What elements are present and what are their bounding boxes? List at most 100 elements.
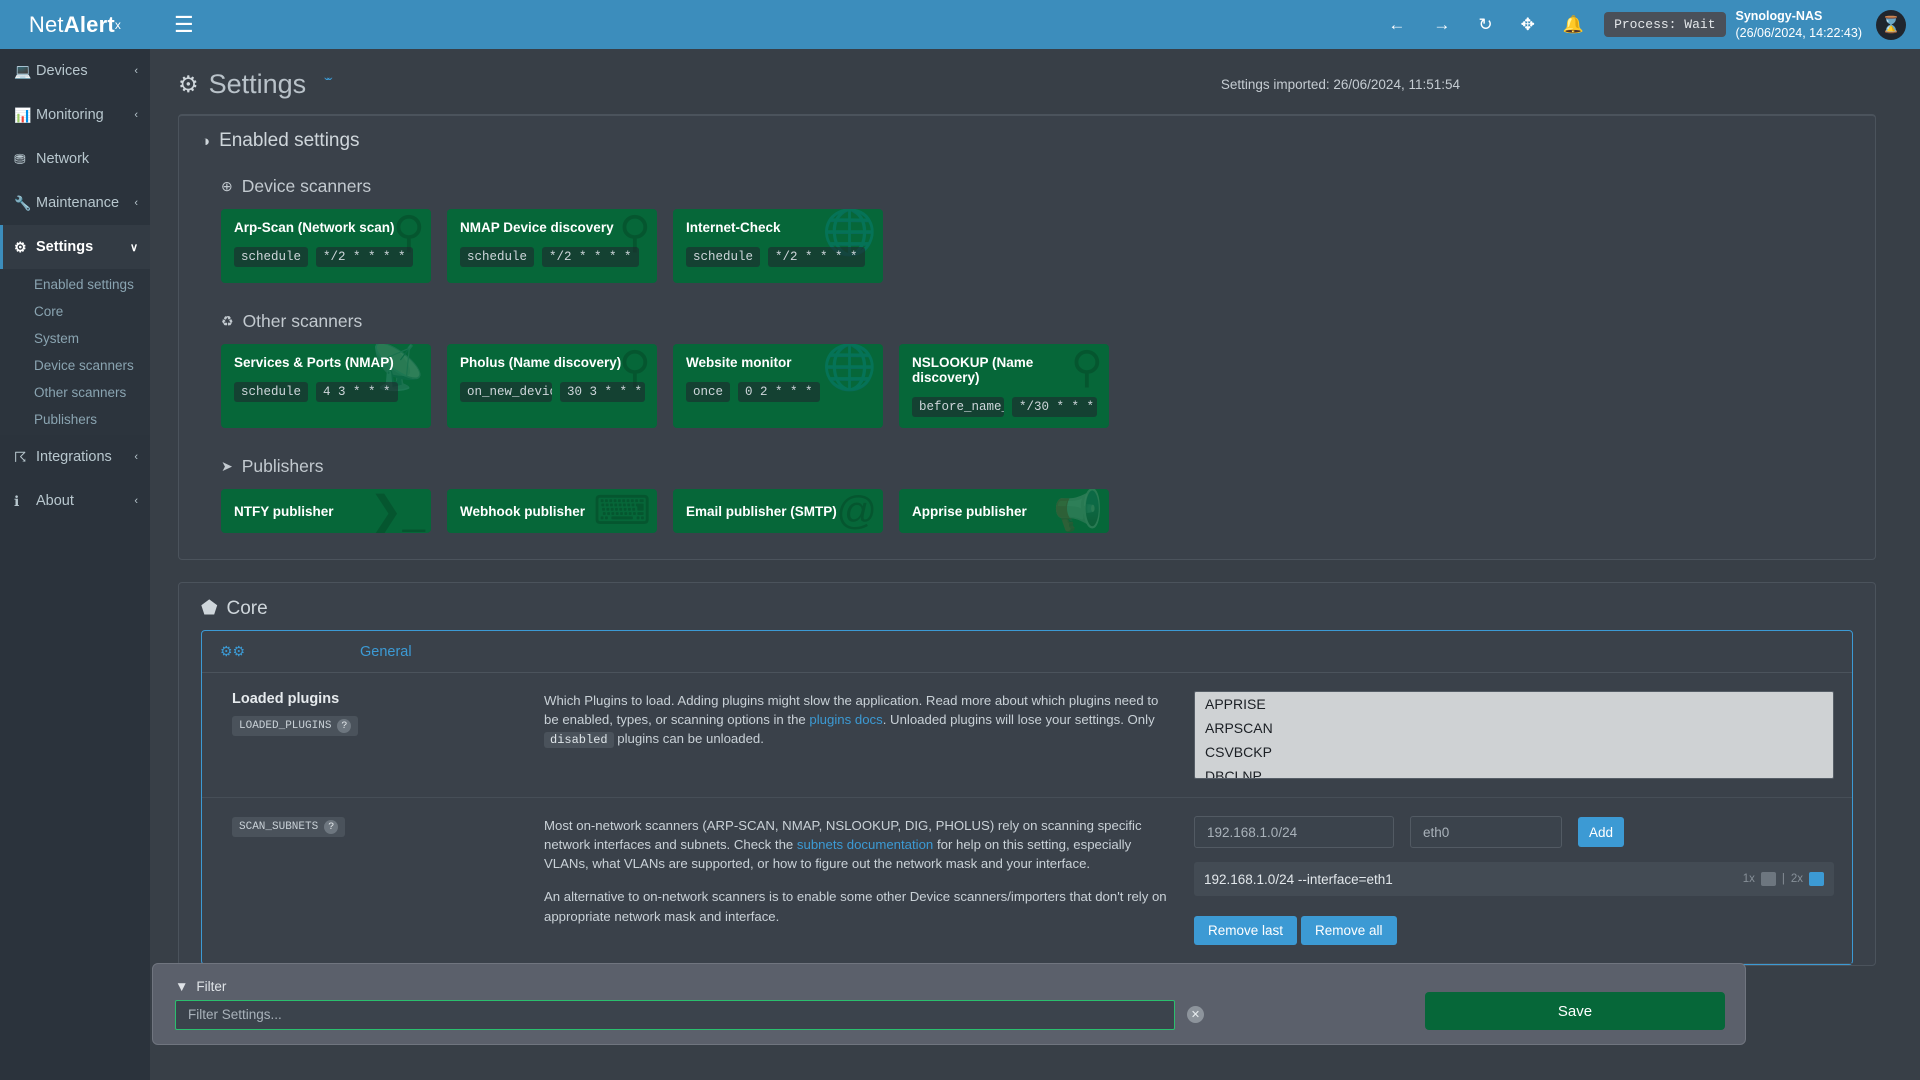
- app-logo[interactable]: Net Alert x: [0, 0, 150, 49]
- card-title: Internet-Check: [686, 220, 781, 235]
- card-badge-schedule: 4 3 * * *: [316, 382, 398, 402]
- subnet-input[interactable]: 192.168.1.0/24: [1194, 816, 1394, 848]
- card-apprise-publisher[interactable]: 📢 Apprise publisher: [899, 489, 1109, 533]
- process-status-badge: Process: Wait: [1604, 12, 1726, 37]
- gear-icon: ⚙: [14, 238, 27, 255]
- sidebar: 💻 Devices ‹ 📊 Monitoring ‹ ⛃ Network 🔧 M…: [0, 49, 150, 1080]
- card-badge-type: schedule: [460, 247, 535, 267]
- desc-part-a: Which Plugins to load. Adding plugins mi…: [544, 693, 1159, 728]
- setting-description: Which Plugins to load. Adding plugins mi…: [520, 691, 1194, 779]
- copy-1x-label: 1x: [1742, 873, 1755, 885]
- subnet-input-row: 192.168.1.0/24 eth0 Add: [1194, 816, 1834, 848]
- page-title: ⚙ Settings ˇˇ: [178, 69, 333, 100]
- back-icon[interactable]: ←: [1388, 15, 1406, 34]
- avatar[interactable]: ⌛: [1876, 9, 1906, 40]
- card-arp-scan[interactable]: ⚲ Arp-Scan (Network scan) schedule */2 *…: [221, 209, 431, 283]
- card-badge-type: schedule: [234, 382, 309, 402]
- header-actions: ← → ↻ ✥ 🔔 Process: Wait Synology-NAS (26…: [1374, 8, 1906, 42]
- sidebar-subitem-system[interactable]: System: [34, 331, 80, 346]
- add-button[interactable]: Add: [1578, 817, 1624, 847]
- card-email-publisher-smtp[interactable]: @ Email publisher (SMTP): [673, 489, 883, 533]
- setting-key-badge: SCAN_SUBNETS ?: [232, 817, 346, 837]
- core-tab-container: ⚙⚙ General Loaded plugins LOADED_PLUGINS…: [201, 630, 1853, 965]
- remove-all-button[interactable]: Remove all: [1301, 916, 1397, 945]
- device-scanner-cards: ⚲ Arp-Scan (Network scan) schedule */2 *…: [179, 203, 1875, 293]
- sidebar-item-monitoring[interactable]: 📊 Monitoring ‹: [0, 93, 150, 137]
- sidebar-toggle-icon[interactable]: ☰: [174, 11, 194, 37]
- subnets-docs-link[interactable]: subnets documentation: [796, 837, 934, 853]
- desc-part-b: for help on this setting, especially VLA…: [544, 837, 1132, 872]
- settings-imported-label: Settings imported: 26/06/2024, 11:51:54: [1220, 77, 1460, 92]
- at-sign-icon: @: [836, 489, 877, 533]
- sidebar-item-devices[interactable]: 💻 Devices ‹: [0, 49, 150, 93]
- sidebar-item-about[interactable]: ℹ About ‹: [0, 479, 150, 523]
- notifications-bell-icon[interactable]: 🔔: [1562, 15, 1585, 34]
- host-info: Synology-NAS (26/06/2024, 14:22:43): [1736, 8, 1877, 42]
- card-badge-type: once: [686, 382, 731, 402]
- setting-key-badge: LOADED_PLUGINS ?: [232, 716, 359, 736]
- setting-control: APPRISE ARPSCAN CSVBCKP DBCLNP: [1194, 691, 1834, 779]
- help-icon[interactable]: ?: [337, 719, 352, 733]
- card-ntfy-publisher[interactable]: ❯_ NTFY publisher: [221, 489, 431, 533]
- duplicate-icon[interactable]: [1809, 872, 1824, 886]
- sidebar-subitem-publishers[interactable]: Publishers: [34, 412, 98, 427]
- card-website-monitor[interactable]: 🌐 Website monitor once 0 2 * * *: [673, 344, 883, 428]
- card-nslookup-name-discovery[interactable]: ⚲ NSLOOKUP (Name discovery) before_name_…: [899, 344, 1109, 428]
- paper-plane-icon: ➤: [221, 458, 233, 474]
- loaded-plugins-listbox[interactable]: APPRISE ARPSCAN CSVBCKP DBCLNP: [1194, 691, 1834, 779]
- copy-2x-label: 2x: [1790, 873, 1803, 885]
- sidebar-item-settings[interactable]: ⚙ Settings ∨: [0, 225, 150, 269]
- refresh-icon[interactable]: ↻: [1478, 15, 1493, 34]
- list-item[interactable]: ARPSCAN: [1205, 720, 1273, 736]
- card-title: NTFY publisher: [234, 503, 334, 519]
- help-icon[interactable]: ?: [324, 820, 339, 834]
- subnet-list-item[interactable]: 192.168.1.0/24 --interface=eth1 1x | 2x: [1194, 862, 1834, 896]
- plugins-docs-link[interactable]: plugins docs: [809, 712, 883, 728]
- card-services-ports-nmap[interactable]: 📡 Services & Ports (NMAP) schedule 4 3 *…: [221, 344, 431, 428]
- header-bar: ☰ ← → ↻ ✥ 🔔 Process: Wait Synology-NAS (…: [150, 0, 1920, 49]
- card-badges: schedule 4 3 * * *: [234, 382, 419, 402]
- sidebar-item-network[interactable]: ⛃ Network: [0, 137, 150, 181]
- card-nmap-device-discovery[interactable]: ⚲ NMAP Device discovery schedule */2 * *…: [447, 209, 657, 283]
- section-label: Other scanners: [242, 311, 363, 331]
- sidebar-subitem-device-scanners[interactable]: Device scanners: [34, 358, 134, 373]
- save-button[interactable]: Save: [1425, 992, 1725, 1030]
- card-webhook-publisher[interactable]: ⌨ Webhook publisher: [447, 489, 657, 533]
- sidebar-item-maintenance[interactable]: 🔧 Maintenance ‹: [0, 181, 150, 225]
- desc-part-a: Most on-network scanners (ARP-SCAN, NMAP…: [544, 818, 1142, 853]
- card-internet-check[interactable]: 🌐 Internet-Check schedule */2 * * * *: [673, 209, 883, 283]
- sidebar-item-integrations[interactable]: ☈ Integrations ‹: [0, 435, 150, 479]
- move-icon[interactable]: ✥: [1520, 15, 1535, 34]
- sidebar-item-label: Maintenance: [36, 195, 120, 211]
- setting-control: 192.168.1.0/24 eth0 Add 192.168.1.0/24 -…: [1194, 816, 1834, 945]
- card-title: Website monitor: [686, 355, 792, 370]
- sidebar-subitem-enabled-settings[interactable]: Enabled settings: [34, 277, 134, 292]
- share-nodes-icon: ⌨: [593, 489, 651, 533]
- page-header: ⚙ Settings ˇˇ Settings imported: 26/06/2…: [150, 49, 1920, 114]
- magnifier-plus-icon: ⊕: [221, 178, 233, 194]
- sidebar-item-label: Monitoring: [36, 107, 104, 123]
- copy-icon[interactable]: [1760, 872, 1776, 886]
- card-pholus-name-discovery[interactable]: ⚲ Pholus (Name discovery) on_new_device …: [447, 344, 657, 428]
- interface-input[interactable]: eth0: [1410, 816, 1562, 848]
- forward-icon[interactable]: →: [1433, 15, 1451, 34]
- chevron-double-down-icon[interactable]: ˇˇ: [324, 74, 333, 94]
- separator: |: [1781, 873, 1785, 885]
- setting-title: Loaded plugins: [232, 691, 340, 707]
- filter-input[interactable]: Filter Settings...: [175, 999, 1175, 1030]
- list-item[interactable]: APPRISE: [1205, 696, 1266, 712]
- list-item[interactable]: CSVBCKP: [1205, 744, 1272, 760]
- card-badge-schedule: */2 * * * *: [316, 247, 413, 267]
- sidebar-subitem-core[interactable]: Core: [34, 304, 64, 319]
- gear-icon: ⚙: [178, 71, 199, 97]
- filter-left: ▼ Filter Filter Settings... ✕: [175, 979, 1371, 1030]
- remove-last-button[interactable]: Remove last: [1194, 916, 1298, 945]
- card-title: Pholus (Name discovery): [460, 355, 622, 370]
- tab-general[interactable]: General: [360, 643, 412, 660]
- recycle-icon: ♻: [221, 313, 234, 329]
- logo-superscript: x: [114, 17, 122, 32]
- list-item[interactable]: DBCLNP: [1205, 768, 1262, 779]
- sidebar-subitem-other-scanners[interactable]: Other scanners: [34, 385, 127, 400]
- clear-filter-icon[interactable]: ✕: [1187, 1006, 1204, 1023]
- chevron-left-icon: ‹: [134, 495, 138, 507]
